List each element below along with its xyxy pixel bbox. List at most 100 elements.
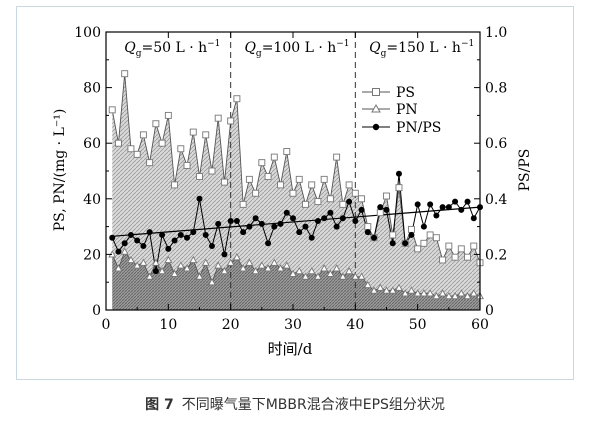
pnps-point: [458, 206, 465, 213]
ps-point: [127, 145, 135, 153]
ps-point: [252, 189, 260, 197]
pnps-point: [271, 223, 278, 230]
ps-point: [258, 159, 266, 167]
pnps-point: [296, 229, 303, 236]
pnps-point: [252, 215, 259, 222]
ps-point: [351, 189, 359, 197]
pnps-point: [208, 243, 215, 250]
y2-tick-label: 0.2: [485, 247, 507, 263]
pn-point: [382, 286, 391, 294]
pnps-point: [420, 223, 427, 230]
pnps-point: [395, 170, 402, 177]
pnps-point: [321, 215, 328, 222]
y2-tick-label: 1.0: [485, 25, 507, 41]
x-tick-label: 30: [284, 317, 302, 333]
ps-point: [202, 131, 210, 139]
legend-item-pnps: PN/PS: [362, 120, 441, 136]
pnps-point: [240, 229, 247, 236]
pn-point: [438, 289, 447, 297]
ps-point: [432, 234, 440, 242]
pnps-point: [233, 218, 240, 225]
y2-tick-label: 0.4: [485, 192, 507, 208]
pn-point: [289, 269, 297, 277]
y2-tick-label: 0.6: [485, 136, 507, 152]
pnps-point: [364, 229, 371, 236]
ps-point: [295, 175, 303, 183]
legend-label-ps: PS: [396, 85, 415, 101]
ps-point: [445, 242, 453, 250]
pn-point: [245, 258, 254, 266]
pn-point: [363, 280, 372, 289]
figure-caption: 图 7 不同曝气量下MBBR混合液中EPS组分状况: [0, 394, 590, 414]
ps-point: [121, 70, 129, 78]
pnps-point: [196, 195, 203, 202]
ps-point: [139, 131, 147, 139]
pnps-point: [302, 223, 309, 230]
y-tick-label: 100: [74, 25, 101, 41]
pnps-point: [221, 251, 228, 258]
pn-point: [195, 272, 204, 280]
pn-point: [226, 258, 235, 266]
pn-point: [407, 286, 416, 294]
pnps-point: [227, 218, 234, 225]
legend-item-pn: PN: [362, 102, 418, 118]
ps-point: [339, 200, 347, 208]
pn-point: [145, 272, 154, 280]
pnps-point: [215, 220, 222, 227]
ps-point: [376, 209, 384, 217]
pnps-point: [346, 198, 353, 205]
pn-point: [457, 289, 466, 297]
x-tick-label: 0: [102, 317, 111, 333]
pnps-point: [115, 248, 122, 255]
y-tick-label: 40: [83, 192, 101, 208]
pn-point: [239, 264, 248, 272]
pnps-point: [371, 234, 378, 241]
pn-point: [376, 283, 385, 291]
caption-text: 不同曝气量下MBBR混合液中EPS组分状况: [181, 397, 445, 413]
pnps-point: [277, 220, 284, 227]
pn-point: [469, 289, 478, 297]
pnps-point: [358, 206, 365, 213]
ps-point: [333, 153, 341, 161]
ps-point: [302, 200, 309, 208]
pnps-point: [127, 231, 134, 238]
ps-point: [314, 198, 322, 206]
pn-point: [401, 289, 410, 297]
pnps-point: [327, 209, 334, 216]
pnps-point: [414, 201, 421, 208]
pnps-point: [408, 231, 415, 238]
ps-point: [233, 95, 241, 103]
pnps-trendline: [112, 206, 481, 237]
pn-point: [388, 286, 397, 294]
pn-point: [370, 286, 378, 294]
pn-point: [326, 269, 335, 277]
y2-axis-label: PS/PS: [517, 149, 533, 192]
pn-point: [176, 261, 185, 269]
legend-item-ps: PS: [362, 85, 415, 101]
pn-point: [413, 289, 422, 297]
pnps-point: [134, 237, 141, 244]
pn-point: [332, 264, 341, 272]
pn-point: [126, 255, 135, 264]
pn-point: [214, 261, 223, 269]
x-tick-label: 50: [409, 317, 427, 333]
pn-point: [232, 253, 241, 261]
pnps-point: [402, 240, 409, 247]
stage-label-1: Qg=50 L · h−1: [124, 39, 220, 59]
pn-point: [295, 266, 304, 275]
pnps-point: [427, 201, 434, 208]
pnps-point: [439, 204, 446, 211]
pn-point: [158, 266, 167, 275]
pnps-point: [258, 220, 265, 227]
ps-point: [308, 181, 316, 189]
y2-tick-label: 0: [485, 303, 494, 319]
pnps-point: [109, 234, 116, 241]
ps-point: [171, 181, 179, 189]
ps-point: [196, 173, 203, 181]
pn-point: [139, 258, 148, 266]
pn-point: [208, 278, 216, 286]
ps-point: [183, 161, 191, 169]
y-tick-label: 20: [83, 247, 101, 263]
ps-point: [115, 139, 122, 147]
pn-point: [183, 264, 191, 272]
